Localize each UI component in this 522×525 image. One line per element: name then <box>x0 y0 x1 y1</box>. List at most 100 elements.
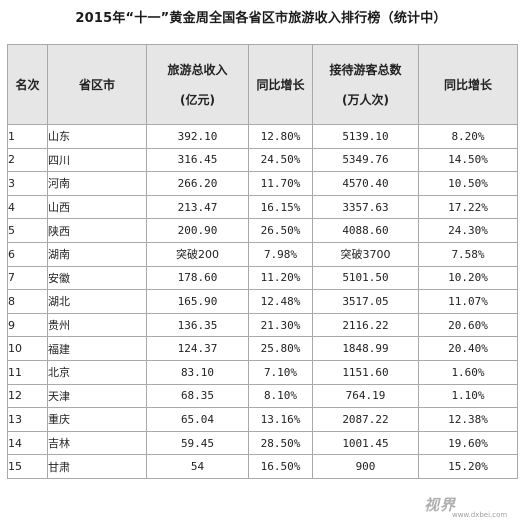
cell-income-growth: 16.50% <box>248 454 313 479</box>
cell-visitors: 5349.76 <box>312 147 419 173</box>
cell-income-growth: 13.16% <box>248 407 313 432</box>
cell-rank: 6 <box>7 241 48 267</box>
table-row: 4 山西 213.47 16.15% 3357.63 17.22% <box>7 194 518 220</box>
cell-income: 200.90 <box>146 218 249 243</box>
cell-province: 山西 <box>47 194 147 220</box>
cell-income-growth: 7.98% <box>248 241 313 267</box>
table-row: 1 山东 392.10 12.80% 5139.10 8.20% <box>7 124 518 149</box>
cell-visitors-growth: 17.22% <box>418 194 518 220</box>
cell-visitors-growth: 1.10% <box>418 383 518 409</box>
cell-province: 山东 <box>47 124 147 149</box>
cell-rank: 12 <box>7 383 48 409</box>
cell-visitors-growth: 20.60% <box>418 312 518 338</box>
cell-province: 四川 <box>47 147 147 173</box>
cell-rank: 3 <box>7 171 48 196</box>
cell-visitors: 2087.22 <box>312 407 419 432</box>
table-body: 1 山东 392.10 12.80% 5139.10 8.20% 2 四川 316.45 24.5… <box>7 124 518 479</box>
cell-rank: 9 <box>7 312 48 338</box>
cell-visitors: 2116.22 <box>312 312 419 338</box>
header-visitors-growth: 同比增长 <box>418 44 518 125</box>
cell-income: 124.37 <box>146 336 249 361</box>
cell-visitors: 764.19 <box>312 383 419 409</box>
cell-visitors-growth: 14.50% <box>418 147 518 173</box>
cell-visitors-growth: 1.60% <box>418 359 518 385</box>
cell-visitors-growth: 10.20% <box>418 265 518 291</box>
cell-visitors-growth: 19.60% <box>418 430 518 456</box>
cell-rank: 15 <box>7 454 48 479</box>
cell-visitors-growth: 20.40% <box>418 336 518 361</box>
cell-rank: 14 <box>7 430 48 456</box>
cell-visitors-growth: 8.20% <box>418 124 518 149</box>
table-header: 名次 省区市 旅游总收入 (亿元) 同比增长 接待游客总数 (万人次) 同比增长 <box>7 44 518 125</box>
table-row: 8 湖北 165.90 12.48% 3517.05 11.07% <box>7 289 518 314</box>
watermark-url: www.dxbei.com <box>452 511 508 519</box>
cell-visitors-growth: 10.50% <box>418 171 518 196</box>
cell-income: 83.10 <box>146 359 249 385</box>
cell-province: 陕西 <box>47 218 147 243</box>
cell-income: 54 <box>146 454 249 479</box>
cell-income-growth: 12.80% <box>248 124 313 149</box>
cell-income-growth: 8.10% <box>248 383 313 409</box>
cell-income-growth: 11.20% <box>248 265 313 291</box>
cell-province: 天津 <box>47 383 147 409</box>
cell-income-growth: 24.50% <box>248 147 313 173</box>
cell-visitors-growth: 12.38% <box>418 407 518 432</box>
watermark-mark: 视界 <box>424 496 457 514</box>
cell-income: 136.35 <box>146 312 249 338</box>
cell-income-growth: 28.50% <box>248 430 313 456</box>
header-rank: 名次 <box>7 44 48 125</box>
page-title: 2015年“十一”黄金周全国各省区市旅游收入排行榜（统计中） <box>75 11 447 26</box>
cell-rank: 1 <box>7 124 48 149</box>
cell-province: 吉林 <box>47 430 147 456</box>
cell-rank: 13 <box>7 407 48 432</box>
table-row: 11 北京 83.10 7.10% 1151.60 1.60% <box>7 359 518 385</box>
table-row: 7 安徽 178.60 11.20% 5101.50 10.20% <box>7 265 518 291</box>
cell-province: 湖南 <box>47 241 147 267</box>
cell-visitors: 突破3700 <box>312 241 419 267</box>
cell-income-growth: 12.48% <box>248 289 313 314</box>
table-row: 14 吉林 59.45 28.50% 1001.45 19.60% <box>7 430 518 456</box>
table-row: 15 甘肃 54 16.50% 900 15.20% <box>7 454 518 479</box>
cell-rank: 2 <box>7 147 48 173</box>
ranking-table: 名次 省区市 旅游总收入 (亿元) 同比增长 接待游客总数 (万人次) 同比增长… <box>7 44 518 479</box>
cell-province: 贵州 <box>47 312 147 338</box>
watermark-logo: 视界 www.dxbei.com <box>424 494 516 522</box>
cell-visitors: 5139.10 <box>312 124 419 149</box>
cell-income: 178.60 <box>146 265 249 291</box>
cell-visitors: 1848.99 <box>312 336 419 361</box>
cell-visitors: 4570.40 <box>312 171 419 196</box>
table-row: 2 四川 316.45 24.50% 5349.76 14.50% <box>7 147 518 173</box>
cell-income-growth: 7.10% <box>248 359 313 385</box>
cell-province: 福建 <box>47 336 147 361</box>
cell-rank: 8 <box>7 289 48 314</box>
cell-visitors: 4088.60 <box>312 218 419 243</box>
cell-visitors-growth: 24.30% <box>418 218 518 243</box>
table-row: 10 福建 124.37 25.80% 1848.99 20.40% <box>7 336 518 361</box>
cell-income: 68.35 <box>146 383 249 409</box>
cell-income: 65.04 <box>146 407 249 432</box>
cell-income: 59.45 <box>146 430 249 456</box>
cell-province: 安徽 <box>47 265 147 291</box>
header-income: 旅游总收入 (亿元) <box>146 44 249 125</box>
cell-province: 北京 <box>47 359 147 385</box>
cell-income: 突破200 <box>146 241 249 267</box>
cell-province: 重庆 <box>47 407 147 432</box>
cell-income: 165.90 <box>146 289 249 314</box>
cell-income-growth: 26.50% <box>248 218 313 243</box>
cell-province: 湖北 <box>47 289 147 314</box>
cell-visitors: 1001.45 <box>312 430 419 456</box>
table-row: 13 重庆 65.04 13.16% 2087.22 12.38% <box>7 407 518 432</box>
cell-rank: 5 <box>7 218 48 243</box>
table-row: 3 河南 266.20 11.70% 4570.40 10.50% <box>7 171 518 196</box>
cell-income: 213.47 <box>146 194 249 220</box>
cell-visitors-growth: 7.58% <box>418 241 518 267</box>
cell-income-growth: 21.30% <box>248 312 313 338</box>
cell-income-growth: 25.80% <box>248 336 313 361</box>
cell-income: 266.20 <box>146 171 249 196</box>
header-province: 省区市 <box>47 44 147 125</box>
cell-province: 河南 <box>47 171 147 196</box>
cell-visitors: 1151.60 <box>312 359 419 385</box>
cell-visitors: 3357.63 <box>312 194 419 220</box>
cell-province: 甘肃 <box>47 454 147 479</box>
table-row: 5 陕西 200.90 26.50% 4088.60 24.30% <box>7 218 518 243</box>
